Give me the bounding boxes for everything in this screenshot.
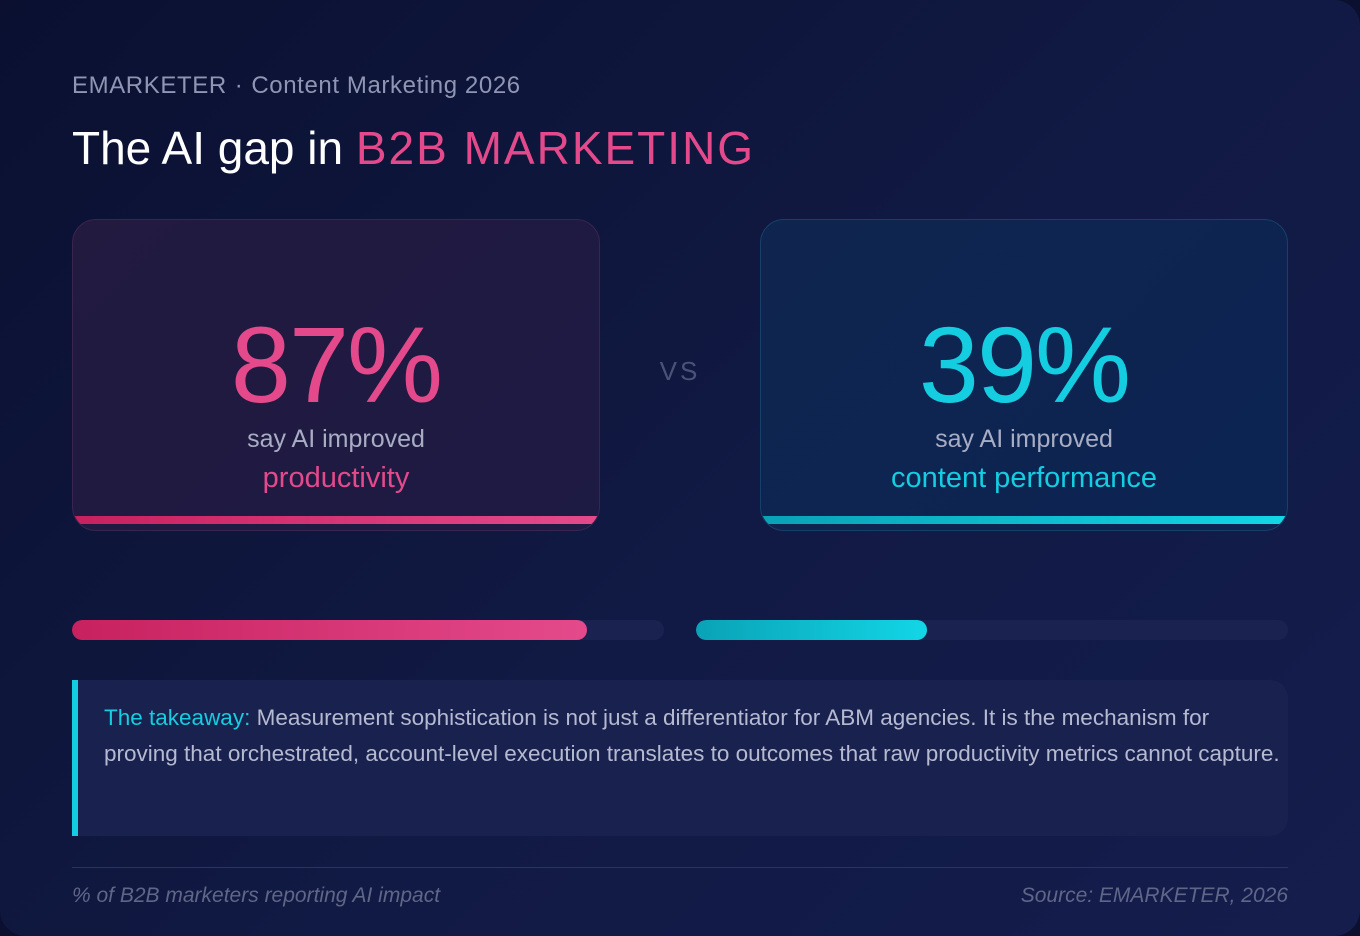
bar-productivity	[72, 620, 588, 640]
report-label: Content Marketing 2026	[251, 72, 521, 99]
stat-caption-content-performance: say AI improved	[935, 425, 1113, 453]
eyebrow-separator: ·	[234, 72, 244, 99]
takeaway-lead: The takeaway:	[104, 705, 251, 730]
takeaway-box: The takeaway: Measurement sophistication…	[72, 680, 1288, 836]
stat-category-productivity: productivity	[262, 462, 410, 494]
brand-label: EMARKETER	[72, 72, 227, 99]
bar-track-content-performance	[696, 620, 1288, 640]
stat-category-content-performance: content performance	[891, 462, 1157, 494]
stat-value-content-performance: 39%	[918, 304, 1131, 425]
bar-track-productivity	[72, 620, 664, 640]
source-credit: Source: EMARKETER, 2026	[1020, 884, 1288, 907]
stat-value-productivity: 87%	[230, 304, 443, 425]
stat-card-content-performance: 39% say AI improved content performance	[760, 219, 1288, 531]
vs-label: VS	[659, 356, 701, 386]
title-prefix: The AI gap in	[72, 122, 356, 174]
footer-divider	[72, 867, 1288, 868]
stat-caption-productivity: say AI improved	[247, 425, 425, 453]
title-accent: B2B MARKETING	[355, 122, 756, 174]
eyebrow: EMARKETER · Content Marketing 2026	[72, 72, 521, 100]
stat-accent-bar-productivity	[73, 516, 599, 524]
stat-card-productivity: 87% say AI improved productivity	[72, 219, 600, 531]
stat-accent-bar-content-performance	[761, 516, 1287, 524]
bar-content-performance	[696, 620, 927, 640]
chart-footnote: % of B2B marketers reporting AI impact	[72, 884, 441, 907]
page-title: The AI gap in B2B MARKETING	[72, 122, 755, 174]
takeaway-body: Measurement sophistication is not just a…	[104, 705, 1280, 766]
